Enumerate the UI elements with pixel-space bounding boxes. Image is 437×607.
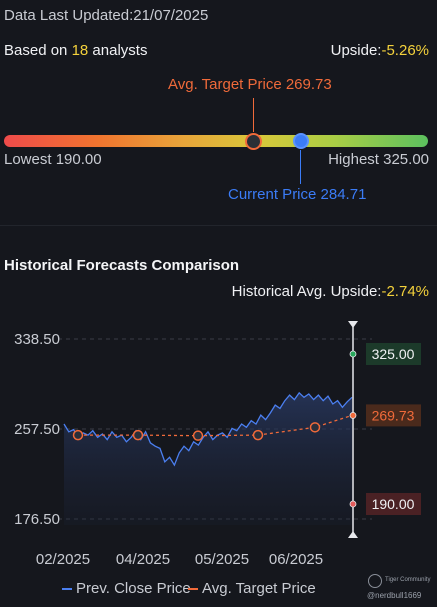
y-tick-label: 257.50 (14, 421, 60, 438)
historical-upside-text: Historical Avg. Upside:-2.74% (232, 283, 429, 300)
range-bottom-arrow (348, 531, 358, 538)
tiger-logo-icon (368, 574, 382, 588)
x-tick-label: 05/2025 (195, 551, 249, 568)
legend-prev-close: Prev. Close Price (62, 580, 191, 597)
forecast-badges: 325.00 269.73 190.00 (349, 343, 421, 515)
legend-prev-label: Prev. Close Price (76, 580, 191, 597)
upside-text: Upside:-5.26% (331, 42, 429, 59)
section-divider (0, 225, 437, 226)
price-range-gauge (4, 135, 428, 147)
x-tick-label: 06/2025 (269, 551, 323, 568)
based-prefix: Based on (4, 42, 72, 59)
avg-target-points (72, 422, 321, 441)
historical-upside-value: -2.74% (381, 283, 429, 300)
target-price-marker (245, 133, 262, 150)
range-marker (349, 412, 357, 419)
watermark-brand: Tiger Community (385, 577, 431, 583)
badge-box (366, 404, 421, 427)
historical-forecast-chart[interactable]: 338.50 257.50 176.50 02/2025 04/2025 05/2025… (0, 310, 437, 575)
range-marker (349, 350, 357, 358)
legend-prev-swatch (62, 588, 72, 591)
upside-label: Upside: (330, 42, 382, 59)
legend-target-label: Avg. Target Price (202, 580, 316, 597)
last-updated-text: Data Last Updated:21/07/2025 (4, 7, 209, 24)
target-price-pointer (253, 98, 254, 132)
current-price-label: Current Price 284.71 (228, 186, 367, 203)
x-tick-label: 02/2025 (36, 551, 90, 568)
prev-close-line (63, 391, 353, 467)
historical-upside-label: Historical Avg. Upside: (231, 283, 382, 300)
upside-value: -5.26% (381, 42, 429, 59)
badge-label: 190.00 (372, 496, 415, 512)
target-point (309, 422, 321, 433)
badge-label: 269.73 (372, 407, 415, 423)
x-tick-label: 04/2025 (116, 551, 170, 568)
avg-target-price-label: Avg. Target Price 269.73 (168, 76, 332, 93)
x-axis-ticks: 02/2025 04/2025 05/2025 06/2025 (36, 551, 323, 568)
highest-price-label: Highest 325.00 (328, 151, 429, 168)
target-point (252, 429, 264, 441)
lowest-price-label: Lowest 190.00 (4, 151, 102, 168)
target-point (72, 429, 84, 441)
badge-box (366, 493, 421, 515)
current-price-pointer (300, 150, 301, 184)
analyst-count-text: Based on 18 analysts (4, 42, 147, 59)
y-axis-ticks: 338.50 257.50 176.50 (14, 331, 60, 528)
watermark-user: @nerdbull1669 (367, 591, 422, 600)
avg-target-line (78, 414, 353, 437)
target-point (132, 429, 144, 441)
price-area (64, 392, 352, 525)
legend-target-swatch (188, 588, 198, 591)
badge-box (366, 343, 421, 365)
y-tick-label: 338.50 (14, 331, 60, 348)
current-price-marker (293, 133, 309, 149)
target-point (192, 430, 204, 441)
y-tick-label: 176.50 (14, 511, 60, 528)
legend-avg-target: Avg. Target Price (188, 580, 316, 597)
section-title: Historical Forecasts Comparison (4, 257, 240, 274)
range-top-arrow (348, 321, 358, 328)
analyst-count: 18 (71, 42, 89, 59)
badge-label: 325.00 (372, 346, 415, 362)
range-marker (349, 500, 357, 508)
based-suffix: analysts (88, 42, 148, 59)
